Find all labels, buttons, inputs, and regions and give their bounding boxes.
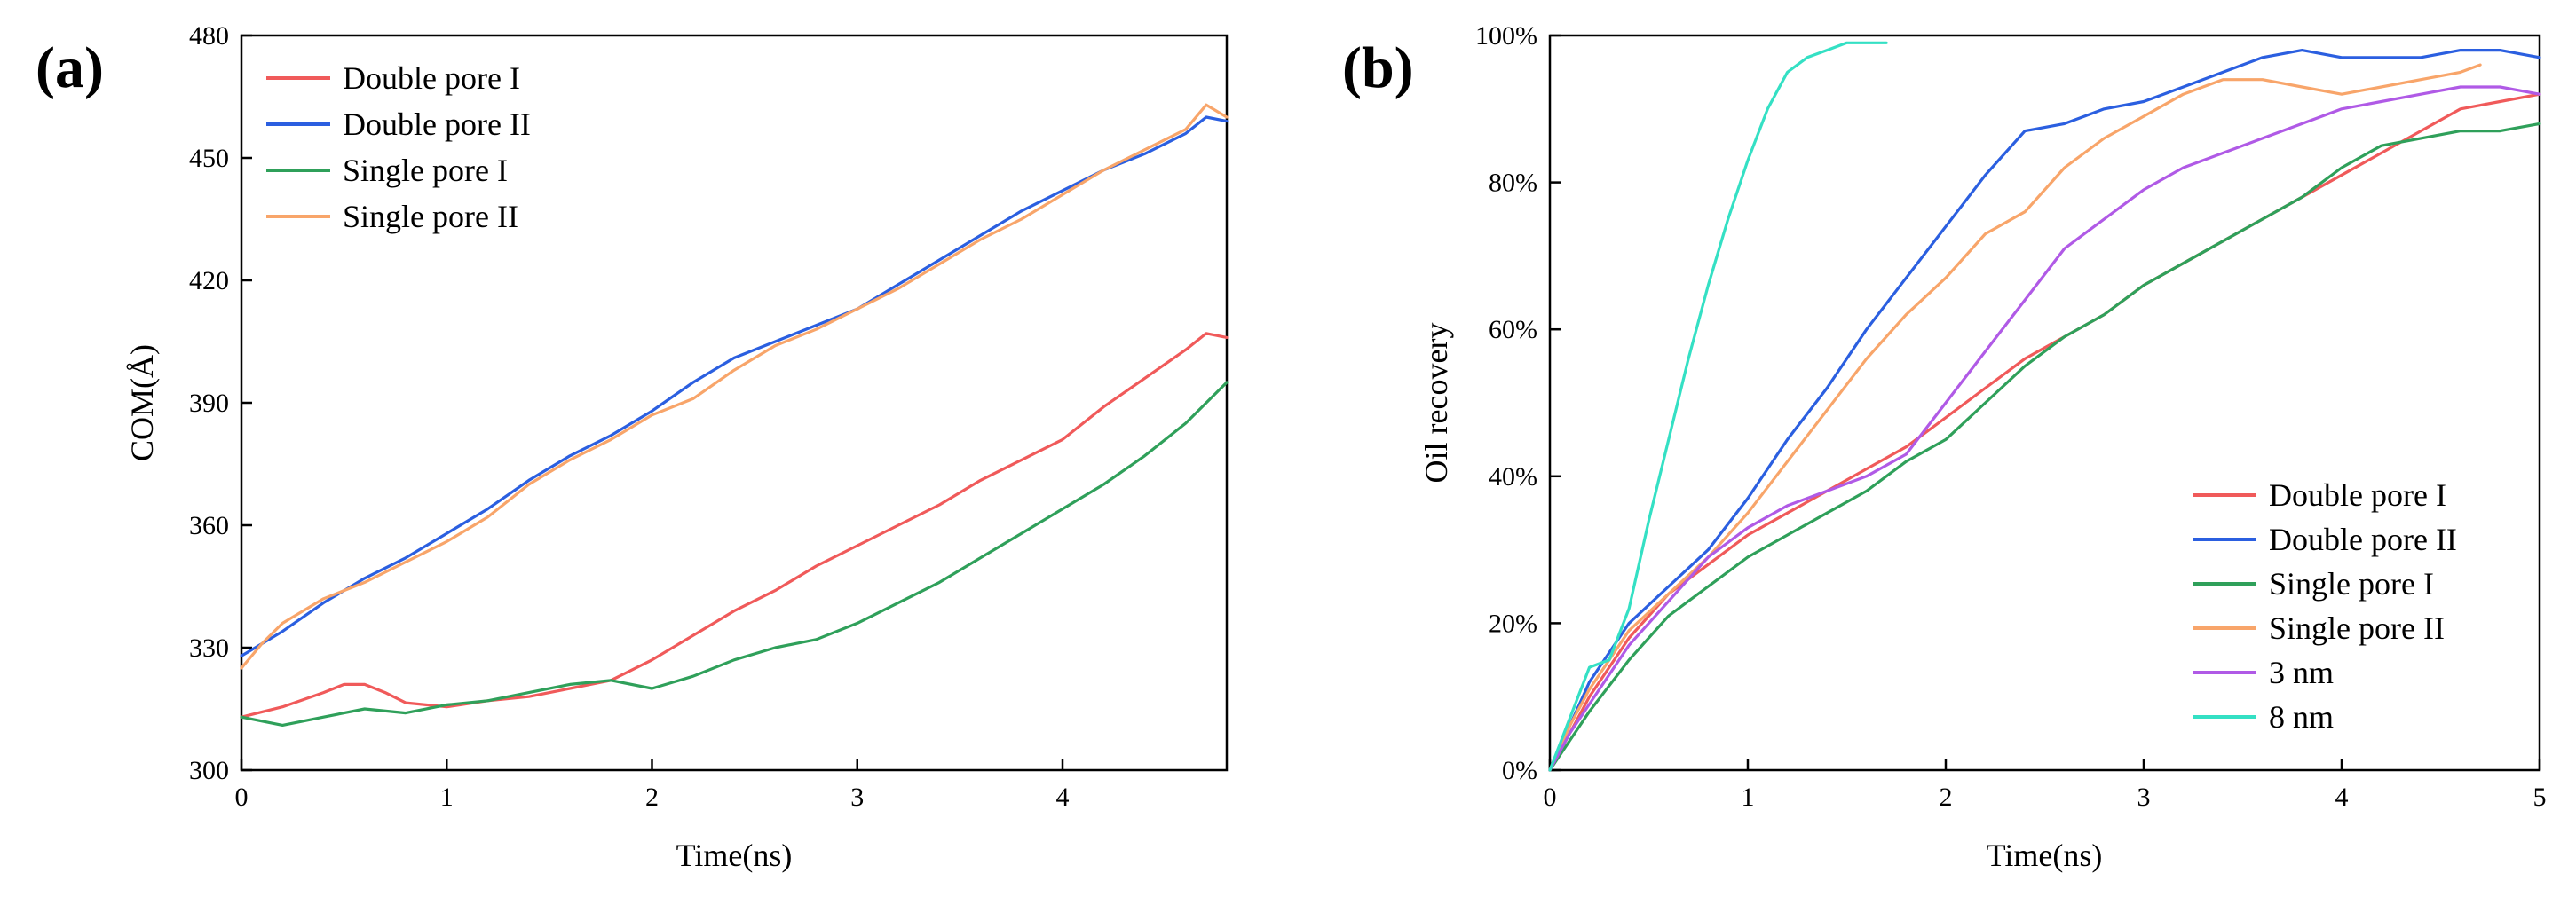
panel-b-label: (b) (1342, 35, 1414, 100)
panel-a-series (240, 103, 1229, 728)
panel-b-series-3-nm (1548, 85, 2541, 772)
panel-a-series-single-pore-ii (240, 103, 1229, 670)
panel-b-legend: Double pore I Double pore II Single pore I… (2193, 477, 2457, 735)
panel-b-plot-frame (1548, 34, 2541, 772)
panel-b-series-8-nm (1548, 41, 1888, 772)
panel-b-legend-label: 3 nm (2269, 655, 2334, 690)
panel-a-ytick-label: 420 (189, 266, 229, 295)
panel-a-ytick-label: 330 (189, 633, 229, 663)
panel-a-ytick-label: 390 (189, 389, 229, 418)
panel-b-legend-label: Double pore I (2269, 477, 2446, 513)
panel-a-xtick-label: 3 (850, 783, 864, 812)
panel-a-chart: (a) Time(ns) COM(Å) 0 1 2 3 4 300 330 360 390 420… (36, 21, 1229, 873)
panel-b-xtick-label: 1 (1742, 783, 1755, 812)
panel-b-series-double-pore-i (1548, 92, 2541, 772)
panel-a-xtick-label: 1 (440, 783, 454, 812)
panel-b-ytick-label: 60% (1489, 315, 1537, 344)
panel-b-ytick-label: 0% (1502, 756, 1537, 785)
panel-a-legend-label: Single pore II (343, 199, 518, 234)
panel-b-xtick-label: 0 (1544, 783, 1557, 812)
panel-a-ytick-label: 300 (189, 756, 229, 785)
panel-b-xtick-label: 2 (1940, 783, 1953, 812)
panel-a-legend-label: Single pore I (343, 153, 508, 188)
panel-a-legend-label: Double pore II (343, 106, 531, 142)
panel-b-xtick-label: 5 (2533, 783, 2547, 812)
panel-a-xtick-label: 0 (235, 783, 249, 812)
panel-b-xaxis-title: Time(ns) (1987, 838, 2103, 873)
panel-b-legend-label: Single pore II (2269, 610, 2445, 646)
panel-b-xtick-label: 4 (2335, 783, 2349, 812)
panel-b-legend-label: Double pore II (2269, 522, 2457, 557)
panel-a-legend-label: Double pore I (343, 60, 520, 96)
panel-a-xaxis-title: Time(ns) (676, 838, 793, 873)
panel-a-ytick-label: 450 (189, 144, 229, 173)
panel-a-xtick-label: 4 (1056, 783, 1070, 812)
panel-a-series-double-pore-i (240, 332, 1229, 719)
panel-b-series (1548, 41, 2541, 772)
panel-a-yaxis-title: COM(Å) (124, 344, 160, 461)
panel-a-ticks: 0 1 2 3 4 300 330 360 390 420 450 480 (189, 21, 1070, 812)
panel-b-series-double-pore-ii (1548, 48, 2541, 772)
panel-b-xtick-label: 3 (2137, 783, 2151, 812)
panel-b-series-single-pore-i (1548, 122, 2541, 772)
panel-a-ytick-label: 480 (189, 21, 229, 51)
panel-b-ytick-label: 40% (1489, 462, 1537, 492)
panel-b-ticks: 0 1 2 3 4 5 0% 20% 40% 60% 80% 100% (1475, 21, 2547, 812)
panel-a-label: (a) (36, 35, 104, 100)
panel-b-legend-label: 8 nm (2269, 699, 2334, 735)
panel-a-xtick-label: 2 (645, 783, 659, 812)
panel-a-legend: Double pore I Double pore II Single pore I… (266, 60, 531, 234)
panel-a-ytick-label: 360 (189, 511, 229, 540)
panel-b-legend-label: Single pore I (2269, 566, 2434, 602)
panel-b-ytick-label: 80% (1489, 169, 1537, 198)
panel-b-series-single-pore-ii (1548, 63, 2482, 772)
panel-a-series-single-pore-i (240, 381, 1229, 728)
panel-b-chart: (b) Time(ns) Oil recovery 0 1 2 3 4 5 0% 20% 40%… (1342, 21, 2547, 873)
panel-b-yaxis-title: Oil recovery (1418, 323, 1454, 484)
panel-b-ytick-label: 100% (1475, 21, 1537, 51)
panel-b-ytick-label: 20% (1489, 609, 1537, 638)
